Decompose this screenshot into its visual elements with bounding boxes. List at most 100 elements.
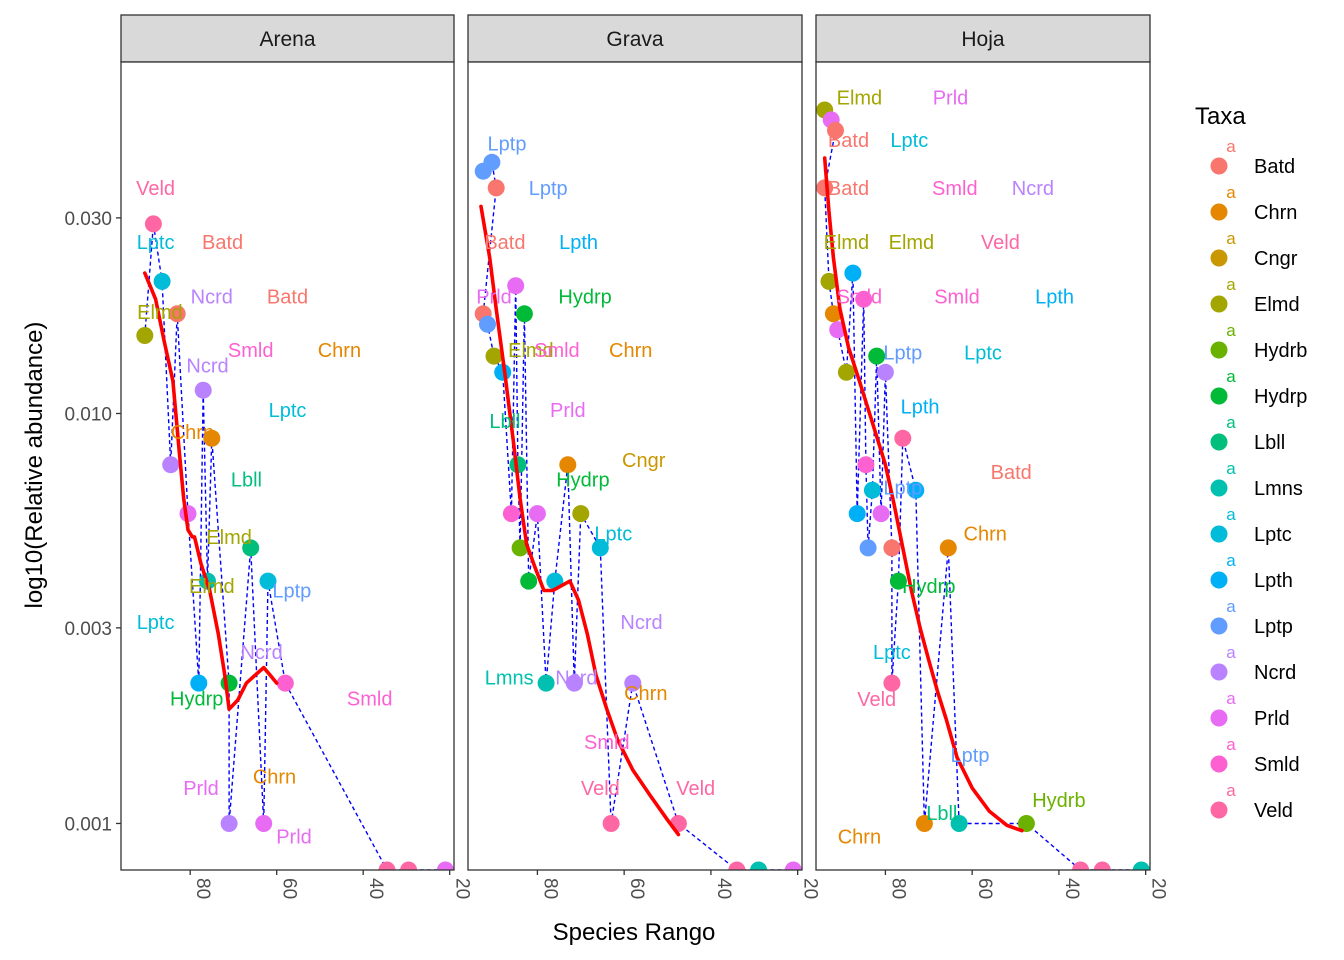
smooth-fit-curve (143, 271, 279, 711)
y-axis-title: log10(Relative abundance) (21, 322, 48, 609)
legend-entry-ncrd: a Ncrd (1210, 643, 1296, 684)
panel-border (120, 61, 455, 871)
data-label-hydrp: Hydrp (170, 688, 223, 710)
data-label-smld: Smld (932, 178, 978, 200)
legend-key-letter: a (1226, 275, 1236, 294)
data-label-lptc: Lptc (594, 523, 632, 545)
point-ncrd (624, 674, 642, 692)
rank-connector-line (482, 160, 794, 870)
legend-key-letter: a (1226, 459, 1236, 478)
point-lptc (153, 272, 171, 290)
data-label-hydrb: Hydrb (1032, 790, 1085, 812)
point-prld (528, 505, 546, 523)
x-axis-title: Species Rango (553, 919, 716, 946)
point-veld (894, 429, 912, 447)
data-label-elmd: Elmd (206, 527, 252, 549)
data-label-lbll: Lbll (231, 470, 262, 492)
data-label-elmd: Elmd (189, 576, 235, 598)
point-smld (276, 674, 294, 692)
legend-key-point (1210, 571, 1228, 589)
data-label-hydrp: Hydrp (556, 470, 609, 492)
facet-strip-label: Grava (606, 28, 664, 51)
legend-key-point (1210, 617, 1228, 635)
panel-plot-area: Veld Lptc Batd Batd Ncrd Elmd Smld Chrn Ncrd Lptc… (136, 178, 454, 870)
x-tick-label: 80 (539, 878, 560, 899)
data-label-lptp: Lptp (883, 342, 922, 364)
point-veld (728, 861, 746, 870)
legend-key-point (1210, 663, 1228, 681)
data-label-lbll: Lbll (926, 803, 957, 825)
x-tick-label: 40 (713, 878, 734, 899)
point-veld (883, 674, 901, 692)
data-label-prld: Prld (476, 286, 512, 308)
panel-plot-area: Elmd Prld Batd Lptc Batd Smld Ncrd Elmd Elmd Veld… (816, 88, 1150, 870)
point-elmd (837, 363, 855, 381)
point-ncrd (876, 363, 894, 381)
panels-layer: Arena Veld Lptc Batd Batd Ncrd Elmd Smld Chrn Ncr… (64, 14, 1169, 899)
x-tick-label: 40 (365, 878, 386, 899)
data-label-veld: Veld (581, 778, 620, 800)
y-tick-label: 0.010 (64, 404, 112, 425)
data-label-lptc: Lptc (137, 232, 175, 254)
data-label-veld: Veld (136, 178, 175, 200)
y-tick-label: 0.030 (64, 209, 112, 230)
legend-entry-smld: a Smld (1210, 735, 1300, 776)
point-veld (1093, 861, 1111, 870)
facet-strip-label: Arena (259, 28, 315, 51)
point-smld (855, 290, 873, 308)
point-lmns (950, 815, 968, 832)
legend-key-point (1210, 479, 1228, 497)
legend-label: Smld (1254, 754, 1300, 776)
data-label-ncrd: Ncrd (620, 612, 662, 634)
data-label-batd: Batd (828, 130, 869, 152)
legend-key-point (1210, 709, 1228, 727)
y-tick-label: 0.001 (64, 814, 112, 835)
legend-entry-lpth: a Lpth (1210, 551, 1293, 592)
point-hydrp (520, 572, 538, 590)
legend-entry-veld: a Veld (1210, 781, 1293, 822)
legend-key-letter: a (1226, 137, 1236, 156)
data-label-prld: Prld (933, 88, 969, 110)
legend-key-point (1210, 341, 1228, 359)
data-label-prld: Prld (550, 400, 586, 422)
legend-key-letter: a (1226, 229, 1236, 248)
data-label-smld: Smld (534, 340, 580, 362)
legend-key-point (1210, 433, 1228, 451)
legend-key-letter: a (1226, 735, 1236, 754)
point-prld (872, 505, 890, 523)
legend-entry-lbll: a Lbll (1210, 413, 1285, 454)
point-lptc (259, 572, 277, 590)
legend-label: Lmns (1254, 478, 1303, 500)
data-label-chrn: Chrn (171, 422, 214, 444)
data-label-elmd: Elmd (137, 302, 183, 324)
legend-label: Lbll (1254, 432, 1285, 454)
legend-label: Chrn (1254, 202, 1297, 224)
data-label-smld: Smld (934, 286, 980, 308)
data-label-batd: Batd (202, 232, 243, 254)
point-lptp (859, 539, 877, 557)
data-label-elmd: Elmd (837, 88, 883, 110)
legend-label: Lpth (1254, 570, 1293, 592)
data-label-ncrd: Ncrd (555, 668, 597, 690)
data-label-ncrd: Ncrd (191, 286, 233, 308)
point-prld (507, 277, 525, 295)
data-label-smld: Smld (228, 340, 274, 362)
data-label-veld: Veld (857, 689, 896, 711)
legend-entry-hydrp: a Hydrp (1210, 367, 1307, 408)
data-label-cngr: Cngr (622, 450, 666, 472)
data-label-chrn: Chrn (318, 340, 361, 362)
data-label-batd: Batd (267, 286, 308, 308)
legend-key-point (1210, 387, 1228, 405)
x-tick-label: 60 (279, 878, 300, 899)
point-lptc (863, 481, 881, 499)
legend-key-point (1210, 157, 1228, 175)
point-elmd (136, 327, 154, 344)
legend-label: Hydrb (1254, 340, 1307, 362)
point-batd (487, 179, 505, 197)
point-lpth (848, 505, 866, 523)
data-label-lptp: Lptp (529, 178, 568, 200)
legend-key-point (1210, 801, 1228, 819)
point-ncrd (565, 674, 583, 692)
data-label-veld: Veld (676, 778, 715, 800)
